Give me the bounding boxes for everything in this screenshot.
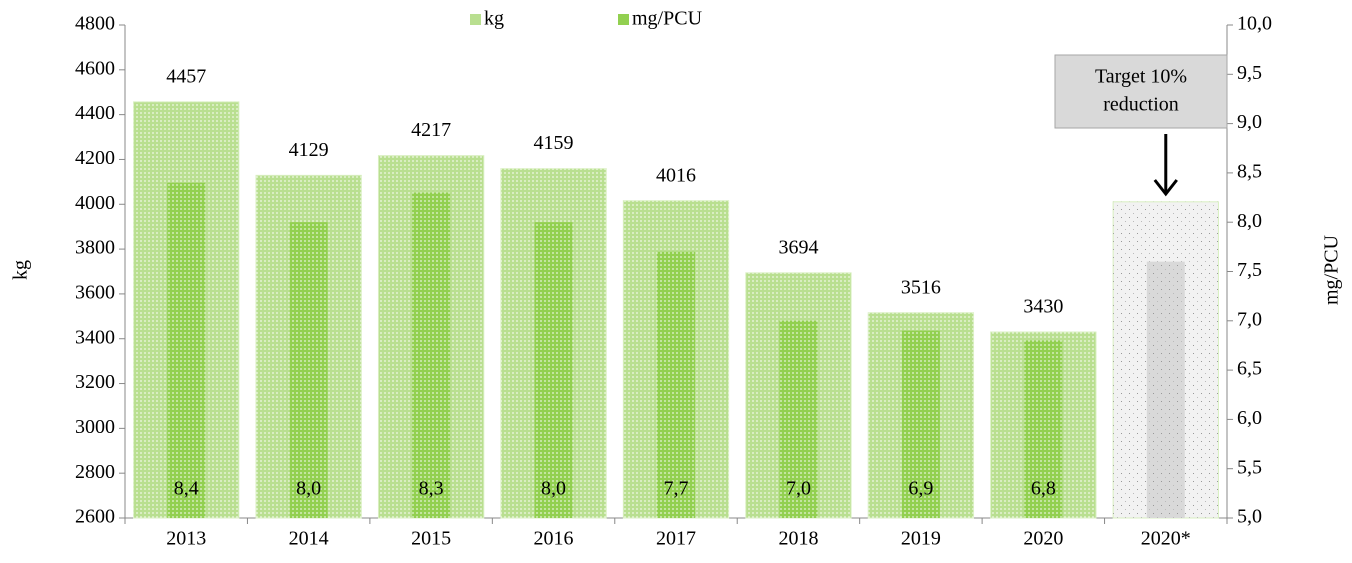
bar — [534, 222, 573, 518]
y2-tick-label: 10,0 — [1237, 13, 1272, 35]
value-label: 3430 — [1023, 296, 1063, 318]
y-tick-label: 2800 — [75, 461, 115, 483]
value-label: 7,0 — [786, 478, 811, 500]
y2-tick-label: 5,5 — [1237, 456, 1262, 478]
x-tick-label: 2018 — [778, 528, 818, 550]
y-tick-label: 4200 — [75, 147, 115, 169]
x-tick-label: 2013 — [166, 528, 206, 550]
value-label: 3694 — [778, 236, 818, 258]
y-tick-label: 4400 — [75, 102, 115, 124]
y-tick-label: 4000 — [75, 192, 115, 214]
y-tick-label: 3400 — [75, 326, 115, 348]
y-tick-label: 4800 — [75, 13, 115, 35]
value-label: 8,4 — [174, 478, 199, 500]
value-label: 3516 — [901, 276, 941, 298]
y-tick-label: 3200 — [75, 371, 115, 393]
x-tick-label: 2017 — [656, 528, 696, 550]
x-tick-label: 2016 — [534, 528, 574, 550]
value-label: 8,0 — [541, 478, 566, 500]
value-label: 8,3 — [419, 478, 444, 500]
y-axis-title: kg — [10, 260, 32, 280]
value-label: 4016 — [656, 164, 696, 186]
value-label: 7,7 — [664, 478, 689, 500]
x-tick-label: 2019 — [901, 528, 941, 550]
annotation-arrowhead — [1153, 179, 1178, 197]
y2-tick-label: 9,0 — [1237, 111, 1262, 133]
y2-tick-label: 9,5 — [1237, 62, 1262, 84]
x-tick-label: 2015 — [411, 528, 451, 550]
y-tick-label: 2600 — [75, 506, 115, 528]
value-label: 6,8 — [1031, 478, 1056, 500]
y-tick-label: 4600 — [75, 57, 115, 79]
y2-axis-title: mg/PCU — [1321, 234, 1343, 305]
bar — [412, 192, 451, 518]
y-tick-label: 3800 — [75, 237, 115, 259]
y2-tick-label: 8,5 — [1237, 160, 1262, 182]
legend-label: mg/PCU — [632, 8, 703, 30]
bar — [289, 222, 328, 518]
y-tick-label: 3600 — [75, 282, 115, 304]
value-label: 4159 — [534, 132, 574, 154]
annotation-box — [1054, 54, 1228, 129]
y2-tick-label: 8,0 — [1237, 210, 1262, 232]
bar — [167, 182, 206, 518]
legend-swatch — [618, 14, 629, 25]
annotation-text: Target 10% — [1095, 66, 1187, 88]
y-tick-label: 3000 — [75, 416, 115, 438]
y2-tick-label: 6,0 — [1237, 407, 1262, 429]
y2-tick-label: 6,5 — [1237, 358, 1262, 380]
x-tick-label: 2014 — [289, 528, 329, 550]
value-label: 8,0 — [296, 478, 321, 500]
value-label: 4457 — [166, 65, 206, 87]
y2-tick-label: 5,0 — [1237, 506, 1262, 528]
y2-tick-label: 7,5 — [1237, 259, 1262, 281]
value-label: 4129 — [289, 139, 329, 161]
value-label: 4217 — [411, 119, 451, 141]
legend-swatch — [470, 14, 481, 25]
legend-label: kg — [484, 8, 504, 30]
y2-tick-label: 7,0 — [1237, 308, 1262, 330]
value-label: 6,9 — [908, 478, 933, 500]
x-tick-label: 2020* — [1141, 528, 1191, 550]
bar — [1146, 261, 1185, 518]
x-tick-label: 2020 — [1023, 528, 1063, 550]
annotation-text: reduction — [1103, 94, 1179, 116]
